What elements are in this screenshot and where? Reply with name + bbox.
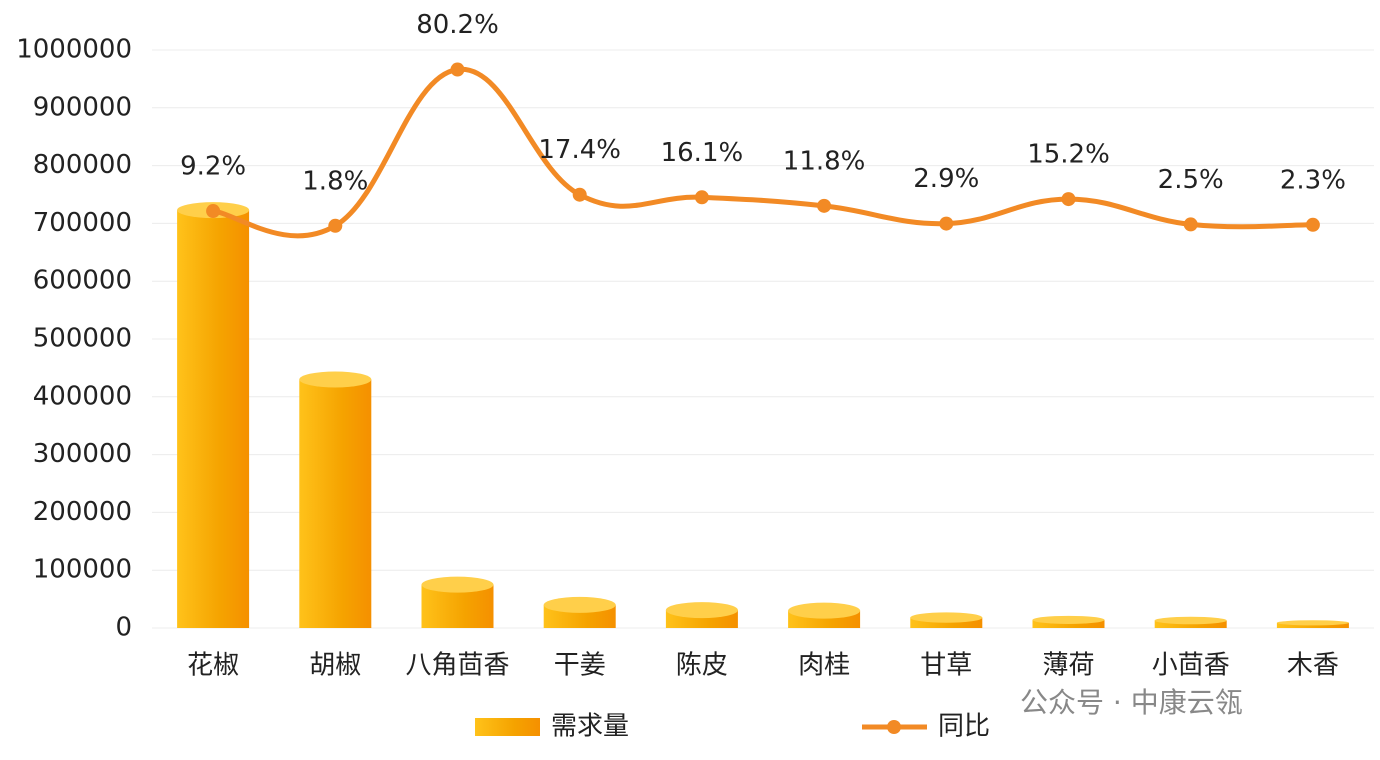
x-tick-label: 木香: [1287, 651, 1339, 681]
line-point: [572, 187, 587, 202]
y-tick-label: 900000: [33, 92, 132, 122]
bar-cap: [1276, 620, 1349, 626]
data-label: 16.1%: [661, 138, 744, 168]
data-label: 1.8%: [302, 166, 368, 196]
legend-swatch-point: [887, 720, 901, 734]
legend-label: 需求量: [551, 712, 629, 742]
bar-cap: [421, 576, 494, 593]
data-label: 17.4%: [538, 135, 621, 165]
bar-cap: [299, 371, 372, 388]
data-label: 2.5%: [1158, 165, 1224, 195]
y-tick-label: 600000: [33, 266, 132, 296]
bar-cap: [543, 596, 616, 613]
line-point: [1305, 217, 1320, 232]
line-point: [694, 190, 709, 205]
x-tick-label: 肉桂: [798, 651, 850, 681]
data-label: 80.2%: [416, 10, 499, 40]
y-tick-label: 400000: [33, 381, 132, 411]
line-point: [939, 216, 954, 231]
legend-label: 同比: [938, 712, 990, 742]
data-label: 2.3%: [1280, 165, 1346, 195]
line-point: [817, 198, 832, 213]
line-point: [1183, 217, 1198, 232]
y-tick-label: 200000: [33, 497, 132, 527]
bar-cap: [788, 602, 861, 619]
y-tick-label: 800000: [33, 150, 132, 180]
y-tick-label: 1000000: [16, 35, 132, 65]
watermark: 公众号 · 中康云瓴: [1020, 686, 1243, 719]
bar-cap: [1032, 615, 1105, 624]
x-tick-label: 陈皮: [676, 651, 728, 681]
legend-swatch: [475, 718, 540, 736]
x-tick-label: 八角茴香: [405, 651, 509, 681]
bar-cap: [910, 612, 983, 623]
bar: [299, 379, 372, 628]
bar: [177, 210, 250, 628]
y-tick-label: 500000: [33, 324, 132, 354]
line: [212, 67, 1313, 239]
x-tick-label: 甘草: [920, 651, 972, 681]
data-label: 9.2%: [180, 152, 246, 182]
x-tick-label: 花椒: [187, 651, 239, 681]
data-label: 2.9%: [913, 164, 979, 194]
data-label: 11.8%: [783, 146, 866, 176]
y-tick-label: 300000: [33, 439, 132, 469]
line-point: [1061, 192, 1076, 207]
line-point: [450, 62, 465, 77]
line-point: [206, 204, 221, 219]
x-tick-label: 小茴香: [1152, 651, 1230, 681]
y-tick-label: 700000: [33, 208, 132, 238]
x-tick-label: 薄荷: [1042, 651, 1094, 681]
y-tick-label: 0: [115, 613, 132, 643]
line-point: [328, 218, 343, 233]
bar: [1154, 620, 1227, 628]
x-tick-label: 干姜: [554, 651, 606, 681]
data-label: 15.2%: [1027, 140, 1110, 170]
bar-cap: [1154, 616, 1227, 625]
bar: [1276, 622, 1349, 628]
y-tick-label: 100000: [33, 555, 132, 585]
x-tick-label: 胡椒: [309, 651, 361, 681]
bar-cap: [665, 602, 738, 619]
